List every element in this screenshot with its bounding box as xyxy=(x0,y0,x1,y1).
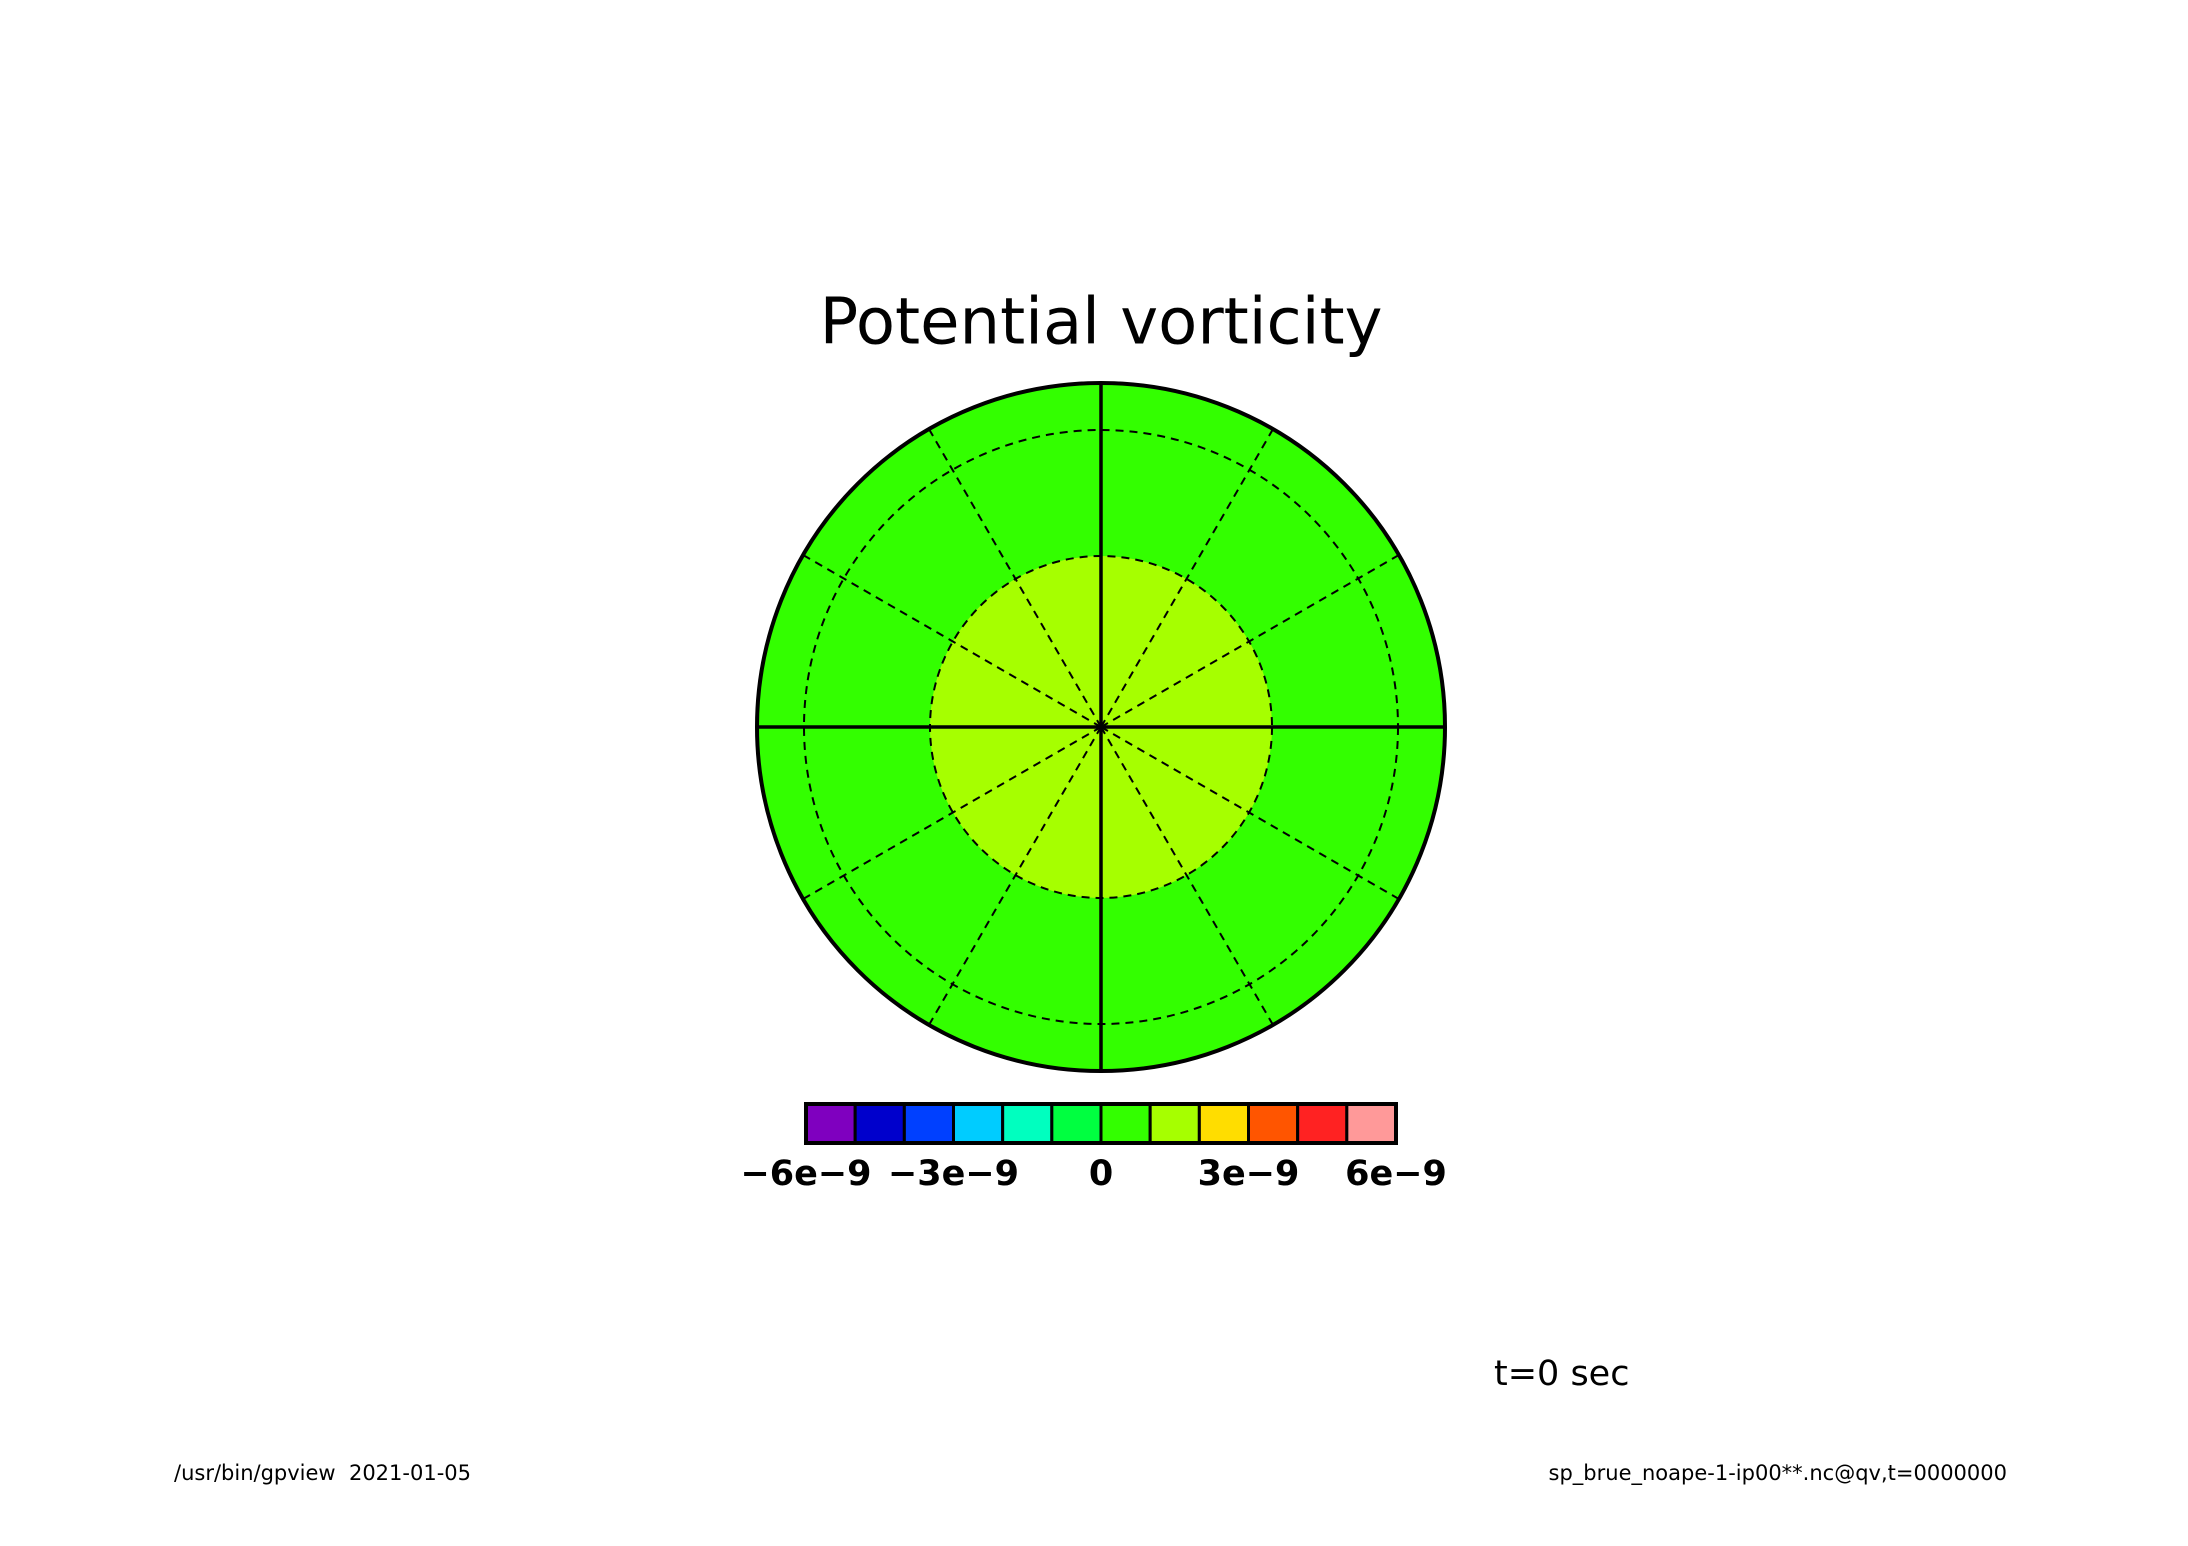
time-label: t=0 sec xyxy=(1494,1354,1629,1394)
colorbar-tick-label: 0 xyxy=(1089,1154,1113,1194)
radial-line xyxy=(1100,726,1400,900)
colorbar-box xyxy=(902,1102,955,1145)
colorbar-box xyxy=(853,1102,906,1145)
footer-right: sp_brue_noape-1-ip00**.nc@qv,t=0000000 xyxy=(1549,1461,2007,1486)
colorbar-frame xyxy=(804,1102,1398,1145)
colorbar-box xyxy=(1345,1102,1398,1145)
colorbar-tick-label: −3e−9 xyxy=(888,1154,1019,1194)
radial-line xyxy=(802,726,1102,900)
colorbar-box xyxy=(804,1102,857,1145)
footer-left: /usr/bin/gpview 2021-01-05 xyxy=(174,1461,471,1485)
colorbar-tick-label: 3e−9 xyxy=(1198,1154,1300,1194)
colorbar-box xyxy=(1001,1102,1054,1145)
chart-title: Potential vorticity xyxy=(820,286,1383,360)
colorbar-box xyxy=(1296,1102,1349,1145)
colorbar-box xyxy=(1197,1102,1251,1145)
colorbar-box xyxy=(1099,1102,1152,1145)
radial-line xyxy=(802,554,1102,728)
radial-line xyxy=(928,726,1102,1026)
radial-line xyxy=(928,428,1102,728)
colorbar-box xyxy=(1247,1102,1300,1145)
colorbar-tick-label: −6e−9 xyxy=(740,1154,871,1194)
radial-line xyxy=(1100,726,1274,1026)
radial-line xyxy=(1100,428,1274,728)
colorbar: −6e−9 −3e−9 0 3e−9 6e−9 xyxy=(740,1102,1447,1194)
radial-line xyxy=(1100,554,1400,728)
colorbar-box xyxy=(1148,1102,1201,1145)
colorbar-box xyxy=(952,1102,1005,1145)
outer-boundary xyxy=(755,381,1447,1073)
polar-plot xyxy=(755,381,1447,1073)
colorbar-box xyxy=(1050,1102,1103,1145)
colorbar-tick-label: 6e−9 xyxy=(1345,1154,1447,1194)
